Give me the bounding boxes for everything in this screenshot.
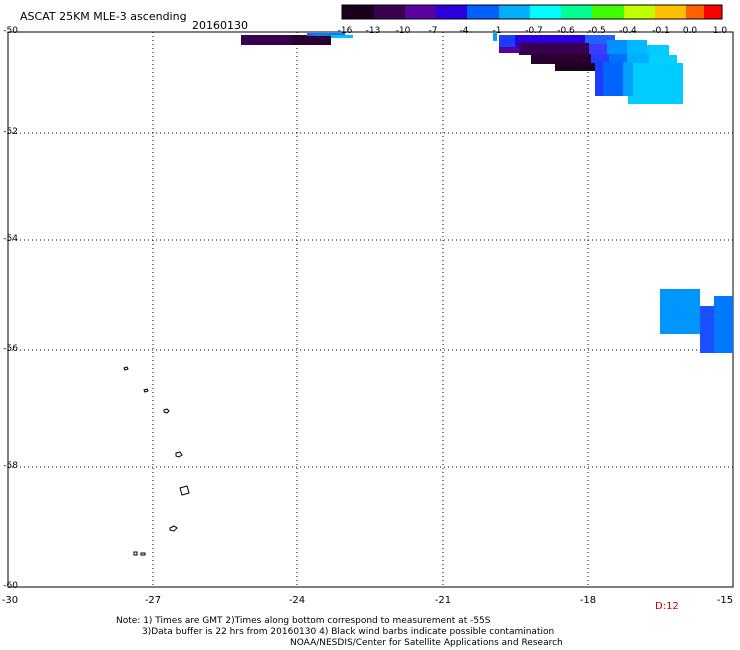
colorbar-label: -10 — [395, 26, 411, 36]
colorbar-label: -7 — [428, 26, 438, 36]
colorbar-label: -0.4 — [619, 26, 637, 36]
colorbar-label: 0.0 — [682, 26, 698, 36]
swath-cell — [714, 296, 733, 353]
colorbar-label: -4 — [459, 26, 469, 36]
swath-cell — [627, 40, 647, 54]
colorbar-segment — [704, 5, 722, 19]
colorbar-segment — [467, 5, 499, 19]
swath-cell — [291, 35, 331, 45]
swath-cell — [623, 62, 633, 96]
lon-label: -21 — [434, 595, 452, 606]
swath-cell — [595, 62, 603, 96]
colorbar-segment — [686, 5, 704, 19]
swath-cell — [531, 54, 591, 64]
lat-label: -54 — [3, 234, 18, 244]
colorbar-label: -0.6 — [557, 26, 575, 36]
map-date: 20160130 — [192, 19, 248, 32]
swath-cell — [609, 54, 627, 64]
lon-label: -15 — [716, 595, 734, 606]
lon-label: -24 — [288, 595, 306, 606]
swath-cell — [607, 40, 627, 54]
swath-cell — [589, 44, 607, 54]
colorbar — [341, 4, 723, 20]
swath-cell — [627, 54, 649, 64]
swath-cell — [241, 35, 291, 45]
swath-cell — [555, 63, 595, 71]
lat-label: -56 — [3, 344, 18, 354]
island-outline — [169, 525, 178, 532]
colorbar-label: -0.7 — [525, 26, 543, 36]
wind-swath-cells — [241, 33, 733, 353]
colorbar-segment — [624, 5, 655, 19]
colorbar-segment — [374, 5, 405, 19]
colorbar-label: -16 — [337, 26, 353, 36]
swath-cell — [660, 289, 700, 334]
island-outline — [175, 451, 183, 458]
map-frame — [7, 31, 734, 588]
lat-label: -52 — [3, 127, 18, 137]
island-outline — [123, 366, 129, 371]
grid — [8, 32, 733, 587]
island-outline — [163, 408, 170, 414]
swath-cell — [603, 62, 623, 96]
lat-label: -50 — [3, 26, 18, 36]
colorbar-label: -0.5 — [588, 26, 606, 36]
swath-cell — [591, 54, 609, 64]
island-outline — [140, 552, 146, 556]
colorbar-segment — [530, 5, 561, 19]
lon-label: -27 — [144, 595, 162, 606]
colorbar-segment — [436, 5, 467, 19]
colorbar-segment — [592, 5, 624, 19]
island-outline — [179, 485, 190, 496]
swath-cell — [331, 35, 353, 38]
lon-label: -18 — [579, 595, 597, 606]
island-outline — [133, 551, 138, 556]
colorbar-label: -13 — [365, 26, 381, 36]
swath-cell — [519, 43, 589, 55]
swath-cell — [647, 45, 669, 55]
lat-label: -58 — [3, 461, 18, 471]
lon-label: -30 — [1, 595, 19, 606]
swath-cell — [499, 35, 515, 47]
colorbar-label: -0.1 — [652, 26, 670, 36]
colorbar-segment — [342, 5, 374, 19]
swath-cell — [633, 63, 683, 98]
colorbar-label: -1 — [492, 26, 502, 36]
swath-cell — [700, 306, 714, 353]
swath-cell — [315, 33, 345, 36]
colorbar-segment — [561, 5, 592, 19]
note-line-1: Note: 1) Times are GMT 2)Times along bot… — [116, 616, 491, 626]
swath-cell — [649, 55, 677, 65]
swath-cell — [499, 47, 519, 53]
swath-cell — [493, 33, 497, 41]
swath-cell — [628, 96, 683, 104]
island-outline — [143, 388, 149, 393]
note-line-2: 3)Data buffer is 22 hrs from 20160130 4)… — [142, 627, 555, 637]
swath-cell — [307, 33, 315, 36]
map-title: ASCAT 25KM MLE-3 ascending — [20, 10, 187, 23]
lat-label: -60 — [3, 581, 18, 591]
colorbar-segment — [655, 5, 686, 19]
colorbar-segment — [405, 5, 436, 19]
note-line-3: NOAA/NESDIS/Center for Satellite Applica… — [290, 638, 563, 648]
time-stamp: D:12 — [655, 601, 679, 612]
colorbar-label: 1.0 — [712, 26, 728, 36]
island-outlines — [123, 366, 190, 556]
colorbar-segment — [499, 5, 530, 19]
